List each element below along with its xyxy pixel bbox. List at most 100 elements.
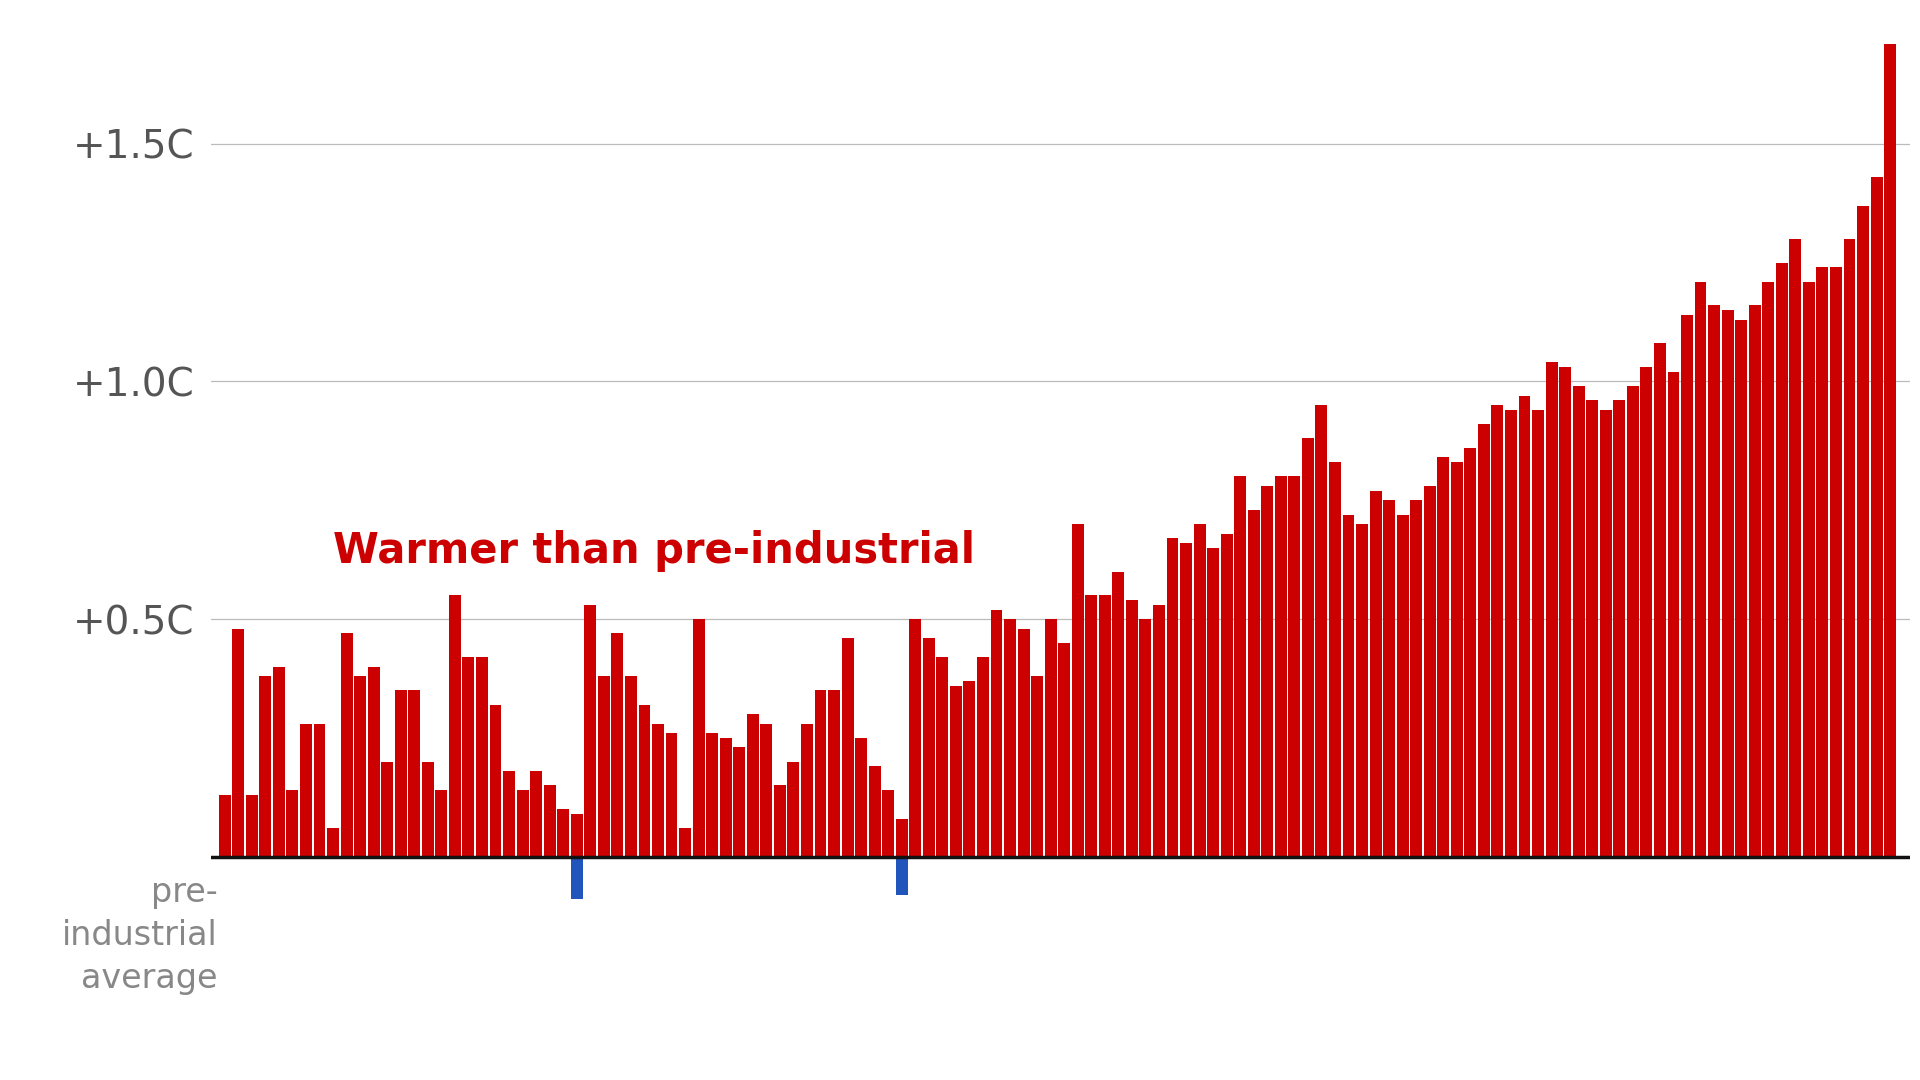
Bar <box>597 676 611 856</box>
Bar <box>964 680 975 856</box>
Bar <box>1722 310 1734 856</box>
Bar <box>1870 177 1882 856</box>
Bar <box>1857 205 1868 856</box>
Bar <box>1452 462 1463 856</box>
Bar <box>693 619 705 856</box>
Bar <box>1572 387 1584 856</box>
Bar <box>1329 462 1340 856</box>
Bar <box>1167 538 1179 856</box>
Bar <box>1004 619 1016 856</box>
Bar <box>1653 343 1667 856</box>
Bar <box>1843 239 1855 856</box>
Bar <box>1261 486 1273 856</box>
Bar <box>396 690 407 856</box>
Bar <box>490 704 501 856</box>
Bar <box>584 605 597 856</box>
Bar <box>868 767 881 856</box>
Bar <box>382 761 394 856</box>
Bar <box>219 795 230 856</box>
Bar <box>1112 571 1125 856</box>
Bar <box>1626 387 1640 856</box>
Bar <box>924 638 935 856</box>
Bar <box>1709 306 1720 856</box>
Bar <box>313 724 326 856</box>
Bar <box>1492 405 1503 856</box>
Bar <box>828 690 839 856</box>
Bar <box>273 666 284 856</box>
Bar <box>246 795 257 856</box>
Bar <box>570 856 584 900</box>
Bar <box>1288 476 1300 856</box>
Bar <box>1302 438 1313 856</box>
Bar <box>707 733 718 856</box>
Bar <box>950 686 962 856</box>
Bar <box>232 629 244 856</box>
Bar <box>774 785 785 856</box>
Bar <box>1125 600 1139 856</box>
Bar <box>977 657 989 856</box>
Bar <box>801 724 812 856</box>
Bar <box>1613 401 1624 856</box>
Bar <box>1194 524 1206 856</box>
Bar <box>1369 490 1382 856</box>
Bar <box>1465 448 1476 856</box>
Bar <box>1018 629 1029 856</box>
Bar <box>1736 320 1747 856</box>
Bar <box>286 791 298 856</box>
Bar <box>326 828 340 856</box>
Bar <box>814 690 826 856</box>
Bar <box>910 619 922 856</box>
Bar <box>747 714 758 856</box>
Bar <box>1058 643 1069 856</box>
Bar <box>1682 315 1693 856</box>
Bar <box>881 791 895 856</box>
Bar <box>1425 486 1436 856</box>
Bar <box>760 724 772 856</box>
Bar <box>1139 619 1152 856</box>
Bar <box>516 791 528 856</box>
Bar <box>1532 410 1544 856</box>
Bar <box>1208 548 1219 856</box>
Bar <box>1275 476 1286 856</box>
Bar <box>1071 524 1083 856</box>
Bar <box>1382 500 1396 856</box>
Bar <box>1763 282 1774 856</box>
Bar <box>611 633 624 856</box>
Bar <box>1695 282 1707 856</box>
Bar <box>1884 44 1897 856</box>
Bar <box>543 785 555 856</box>
Bar <box>340 633 353 856</box>
Bar <box>1586 401 1597 856</box>
Bar <box>639 704 651 856</box>
Bar <box>1248 510 1260 856</box>
Bar <box>1315 405 1327 856</box>
Bar <box>1438 458 1450 856</box>
Bar <box>1356 524 1369 856</box>
Bar <box>1085 595 1096 856</box>
Bar <box>1789 239 1801 856</box>
Bar <box>1519 395 1530 856</box>
Bar <box>503 771 515 856</box>
Bar <box>1640 367 1653 856</box>
Bar <box>570 814 584 856</box>
Bar <box>1044 619 1056 856</box>
Bar <box>841 638 854 856</box>
Bar <box>854 738 868 856</box>
Bar <box>1154 605 1165 856</box>
Bar <box>937 657 948 856</box>
Bar <box>897 856 908 894</box>
Bar <box>1181 543 1192 856</box>
Bar <box>1396 514 1409 856</box>
Bar <box>369 666 380 856</box>
Bar <box>897 819 908 856</box>
Bar <box>1803 282 1814 856</box>
Bar <box>1031 676 1043 856</box>
Bar <box>1478 424 1490 856</box>
Bar <box>1411 500 1423 856</box>
Bar <box>733 747 745 856</box>
Bar <box>530 771 541 856</box>
Bar <box>1342 514 1354 856</box>
Bar <box>720 738 732 856</box>
Bar <box>1749 306 1761 856</box>
Bar <box>626 676 637 856</box>
